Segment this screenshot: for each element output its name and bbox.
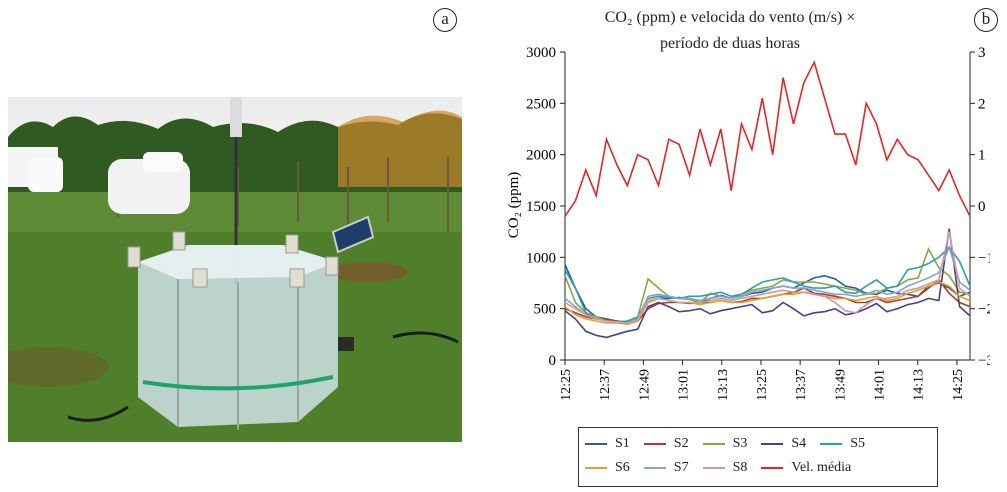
y-tick-label: 2000	[526, 148, 556, 164]
x-tick-label: 13:37	[794, 369, 809, 401]
legend-label: S1	[615, 436, 630, 451]
x-tick-label: 13:13	[716, 369, 731, 401]
y2-tick-label: 2	[978, 96, 986, 112]
panel-a-label: a	[433, 8, 457, 32]
series-line-s6	[564, 281, 971, 325]
x-tick-label: 12:37	[598, 369, 613, 401]
legend-item: Vel. média	[761, 460, 851, 476]
x-tick-label: 12:25	[559, 369, 574, 401]
legend-item: S4	[761, 436, 806, 452]
legend: S1 S2 S3 S4 S5 S6 S7 S8 Vel. média	[578, 427, 938, 487]
chart-title-line-1: CO₂ (ppm) e velocida do vento (m/s) ×	[604, 9, 856, 26]
legend-label: S3	[732, 436, 748, 451]
y-tick-label: 2500	[526, 96, 556, 112]
x-tick-label: 12:49	[637, 369, 652, 401]
x-tick-label: 13:01	[677, 369, 692, 401]
legend-swatch	[702, 467, 725, 469]
y2-tick-label: 3	[978, 45, 986, 61]
y2-tick-label: −2	[978, 302, 990, 318]
legend-label: S5	[850, 436, 865, 451]
x-tick-label: 14:01	[873, 369, 888, 401]
x-tick-label: 14:13	[912, 369, 927, 401]
y2-tick-label: −3	[978, 353, 990, 369]
legend-label: S7	[673, 460, 689, 475]
series-line-s5	[564, 245, 971, 323]
legend-swatch	[820, 443, 843, 445]
chart-title-line-2: período de duas horas	[660, 35, 800, 52]
x-tick-label: 13:25	[755, 369, 770, 401]
legend-item: S8	[702, 460, 748, 476]
x-tick-label: 14:25	[951, 369, 966, 401]
line-chart: 0 500 1000 1500 2000 2500 3000 −3 −2 −1 0 1 2 3 12:2…	[506, 45, 990, 401]
legend-label: Vel. média	[791, 460, 852, 475]
legend-swatch	[761, 467, 784, 469]
y2-tick-label: 1	[978, 148, 986, 164]
legend-item: S7	[643, 460, 689, 476]
series-line-vel-m-dia	[564, 60, 971, 217]
panel-b-label: b	[974, 8, 998, 32]
legend-swatch	[643, 467, 666, 469]
y-tick-label: 3000	[526, 45, 556, 61]
legend-swatch	[585, 443, 607, 445]
legend-item: S5	[820, 436, 865, 452]
legend-swatch	[761, 443, 784, 445]
legend-swatch	[643, 443, 666, 445]
legend-label: S2	[673, 436, 689, 451]
legend-item: S2	[643, 436, 689, 452]
legend-item: S6	[585, 460, 630, 476]
y-tick-label: 500	[534, 302, 557, 318]
legend-item: S3	[702, 436, 748, 452]
field-photo	[8, 97, 462, 442]
y-tick-label: 1500	[526, 199, 556, 215]
x-tick-label: 13:49	[833, 369, 848, 401]
series-line-s8	[564, 231, 971, 324]
chart-title: CO₂ (ppm) e velocida do vento (m/s) × pe…	[520, 5, 940, 57]
y2-tick-label: −1	[978, 250, 990, 266]
legend-swatch	[702, 443, 725, 445]
legend-swatch	[585, 467, 607, 469]
series-line-s3	[564, 247, 971, 324]
legend-item: S1	[585, 436, 630, 452]
y2-tick-label: 0	[978, 199, 986, 215]
y-tick-label: 0	[549, 353, 557, 369]
legend-label: S4	[791, 436, 807, 451]
legend-label: S8	[732, 460, 748, 475]
y-tick-label: 1000	[526, 250, 556, 266]
y-axis-label: CO₂ (ppm)	[506, 172, 522, 238]
series-line-s4	[564, 228, 971, 339]
legend-label: S6	[615, 460, 630, 475]
